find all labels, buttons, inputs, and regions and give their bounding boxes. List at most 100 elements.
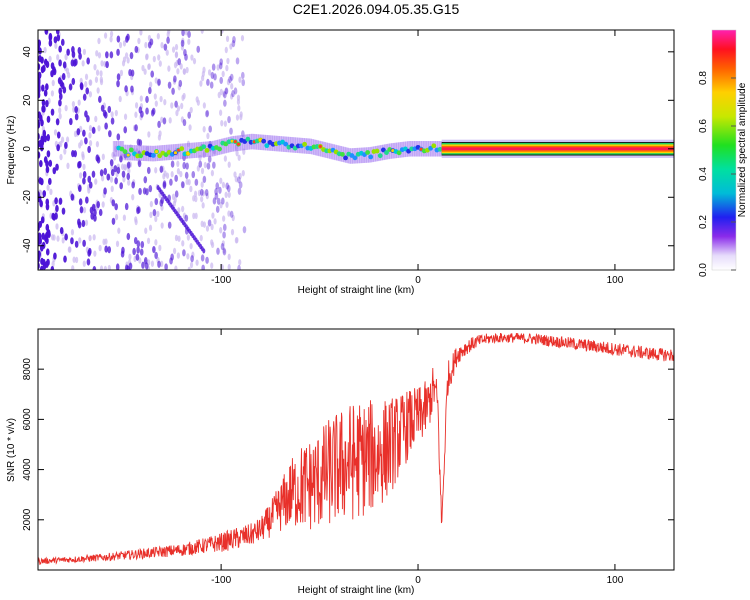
signal-envelope <box>203 141 206 158</box>
noise-blob <box>228 76 232 84</box>
noise-blob <box>223 91 227 99</box>
noise-speckle <box>81 151 85 158</box>
noise-speckle <box>154 215 158 223</box>
noise-speckle <box>118 41 123 49</box>
noise-speckle <box>53 129 58 136</box>
noise-blob <box>99 169 104 177</box>
noise-speckle <box>210 223 214 231</box>
noise-blob <box>38 86 41 94</box>
noise-blob <box>164 263 168 270</box>
noise-speckle <box>230 228 235 236</box>
noise-blob <box>231 90 235 98</box>
noise-blob <box>40 119 44 127</box>
signal-envelope <box>371 146 374 163</box>
noise-speckle <box>172 200 177 207</box>
noise-speckle <box>101 153 105 161</box>
noise-speckle <box>173 61 178 69</box>
noise-speckle <box>48 55 52 63</box>
noise-speckle <box>157 54 161 61</box>
noise-blob <box>41 84 45 92</box>
noise-blob <box>50 70 54 78</box>
signal-envelope <box>344 147 348 163</box>
noise-speckle <box>71 100 75 108</box>
noise-speckle <box>170 171 174 178</box>
spectrogram-ytick-label: -40 <box>22 238 33 253</box>
signal-envelope <box>181 143 185 159</box>
noise-blob <box>55 204 59 213</box>
noise-speckle <box>144 41 148 49</box>
noise-speckle <box>189 242 193 250</box>
noise-blob <box>162 117 167 125</box>
noise-speckle <box>229 43 233 50</box>
noise-speckle <box>156 33 160 40</box>
signal-peak <box>419 147 423 151</box>
noise-blob <box>89 206 94 214</box>
signal-core <box>264 143 270 149</box>
noise-blob <box>116 80 120 88</box>
noise-blob <box>131 181 135 189</box>
noise-speckle <box>240 34 245 42</box>
noise-blob <box>174 174 178 182</box>
noise-speckle <box>163 98 167 106</box>
signal-envelope <box>157 145 160 161</box>
noise-speckle <box>216 64 220 71</box>
noise-blob <box>64 141 68 150</box>
noise-blob <box>58 99 62 107</box>
noise-speckle <box>187 38 191 45</box>
noise-blob <box>43 135 48 143</box>
noise-speckle <box>227 263 231 270</box>
noise-speckle <box>165 172 170 179</box>
noise-blob <box>71 150 75 158</box>
signal-core <box>128 147 134 153</box>
noise-speckle <box>222 215 226 222</box>
snr-marks <box>38 332 674 566</box>
noise-blob <box>43 156 48 164</box>
noise-speckle <box>145 53 149 60</box>
noise-speckle <box>174 265 178 270</box>
noise-blob <box>166 36 170 44</box>
noise-speckle <box>185 66 189 74</box>
noise-speckle <box>75 256 79 264</box>
signal-envelope <box>231 136 234 152</box>
noise-blob <box>87 145 91 154</box>
signal-envelope <box>265 134 268 151</box>
noise-speckle <box>89 79 93 86</box>
noise-speckle <box>147 63 151 70</box>
spectrogram-xtick-label: 100 <box>607 275 624 286</box>
noise-blob <box>111 217 116 225</box>
noise-speckle <box>223 155 227 162</box>
signal-core <box>217 146 222 152</box>
noise-speckle <box>101 175 105 182</box>
noise-speckle <box>56 54 60 61</box>
noise-blob <box>171 87 175 95</box>
noise-blob <box>119 155 123 163</box>
noise-blob <box>133 236 138 245</box>
noise-blob <box>211 63 216 71</box>
noise-blob <box>123 126 128 134</box>
noise-blob <box>92 266 97 270</box>
noise-blob <box>215 205 220 213</box>
signal-core <box>396 150 402 156</box>
noise-speckle <box>159 95 163 103</box>
noise-speckle <box>219 227 223 234</box>
noise-speckle <box>56 235 60 242</box>
noise-blob <box>70 59 75 67</box>
noise-blob <box>82 239 86 247</box>
noise-blob <box>241 71 245 80</box>
noise-speckle <box>179 170 183 178</box>
signal-envelope <box>180 143 183 160</box>
noise-blob <box>46 115 51 123</box>
noise-speckle <box>242 148 246 155</box>
noise-blob <box>62 86 67 94</box>
noise-blob <box>207 155 212 163</box>
noise-blob <box>43 58 48 66</box>
noise-speckle <box>219 109 223 116</box>
noise-speckle <box>221 70 225 78</box>
noise-blob <box>212 197 217 205</box>
noise-speckle <box>100 60 104 67</box>
noise-speckle <box>143 68 147 75</box>
signal-envelope <box>130 144 133 161</box>
noise-blob <box>159 165 164 173</box>
noise-speckle <box>227 191 231 198</box>
noise-speckle <box>210 169 214 177</box>
